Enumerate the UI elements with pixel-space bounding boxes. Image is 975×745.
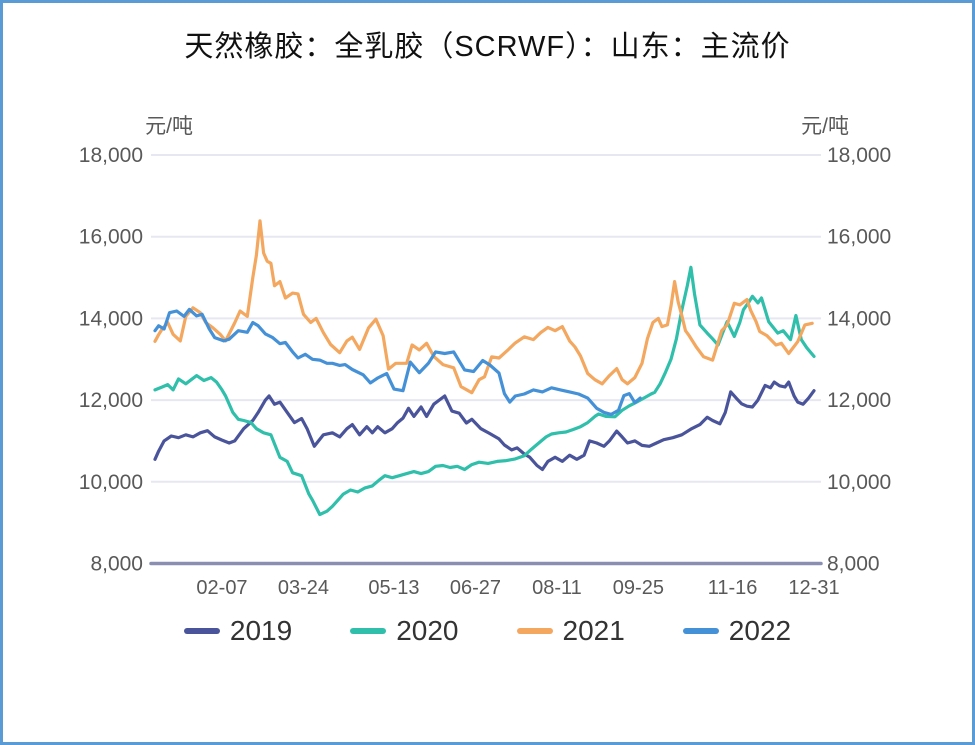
legend-label-2022: 2022 [728,615,792,646]
y-axis-tick-left: 14,000 [79,307,143,330]
y-axis-tick-left: 18,000 [79,144,143,167]
y-axis-unit-right: 元/吨 [801,115,849,138]
chart-legend: 2019 2020 2021 2022 [3,615,972,647]
y-axis-tick-left: 16,000 [79,226,143,249]
legend-item-2022: 2022 [682,615,792,647]
y-axis-tick-right: 18,000 [827,144,891,167]
series-line-2022 [153,307,642,416]
x-axis-tick: 02-07 [196,577,247,599]
legend-item-2019: 2019 [183,615,293,647]
series-line-2020 [153,265,816,517]
legend-swatch-2019 [183,628,220,634]
line-chart-svg: 8,000 8,000 10,000 10,000 12,000 12,000 14,000… [79,115,891,599]
y-axis-tick-right: 14,000 [827,307,891,330]
x-axis-tick: 05-13 [368,577,419,599]
x-axis-tick: 11-16 [708,577,758,599]
series-line-2021 [153,219,814,395]
y-axis-unit-left: 元/吨 [145,115,193,138]
legend-swatch-2020 [350,628,387,634]
series-line-2019 [153,380,816,472]
x-axis-tick: 03-24 [278,577,329,599]
y-axis-tick-left: 10,000 [79,471,143,494]
y-axis-tick-left: 12,000 [79,389,143,412]
legend-label-2021: 2021 [562,615,625,646]
y-axis-tick-right: 8,000 [827,553,880,576]
legend-swatch-2021 [516,628,553,634]
legend-label-2020: 2020 [396,615,459,646]
legend-item-2020: 2020 [350,615,459,647]
y-axis-tick-right: 16,000 [827,226,891,249]
x-axis-tick: 12-31 [788,577,839,599]
legend-item-2021: 2021 [516,615,625,647]
x-axis-tick: 06-27 [450,577,501,599]
y-axis-tick-right: 10,000 [827,471,891,494]
y-axis-tick-left: 8,000 [90,553,143,576]
x-axis-tick: 08-11 [532,577,582,599]
y-axis-tick-right: 12,000 [827,389,891,412]
legend-swatch-2022 [682,628,719,634]
chart-title: 天然橡胶：全乳胶（SCRWF）：山东：主流价 [184,31,791,63]
legend-label-2019: 2019 [229,615,293,646]
x-axis-tick: 09-25 [613,577,664,599]
